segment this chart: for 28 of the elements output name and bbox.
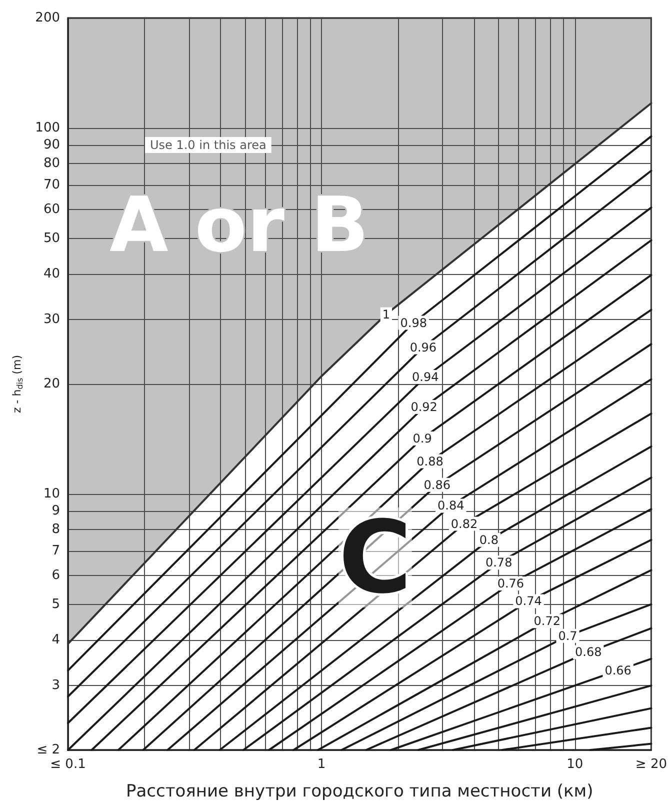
y-tick-label: 60: [43, 202, 60, 217]
y-tick-label: 8: [52, 522, 60, 538]
x-tick-label: ≥ 20: [635, 757, 668, 772]
y-tick-label: 70: [43, 177, 60, 192]
y-tick-label: 3: [52, 678, 60, 694]
y-axis-title: z - hdis (m): [10, 355, 24, 413]
x-tick-label: 10: [566, 757, 584, 772]
x-axis-title: Расстояние внутри городского типа местности (км): [126, 782, 594, 802]
series-label: 1: [382, 307, 390, 322]
y-tick-label: ≤ 2: [36, 742, 60, 758]
x-tick-label: 1: [317, 757, 326, 772]
annotation: C: [338, 499, 412, 616]
y-tick-label: 50: [43, 230, 60, 246]
y-tick-label: 10: [43, 486, 60, 502]
y-tick-label: 100: [35, 120, 60, 136]
y-tick-label: 40: [43, 266, 60, 282]
y-tick-label: 9: [52, 503, 60, 518]
x-tick-label: ≤ 0.1: [50, 757, 86, 772]
y-tick-label: 5: [52, 596, 60, 612]
y-tick-label: 6: [52, 568, 60, 583]
y-tick-label: 20: [43, 376, 60, 392]
y-tick-label: 90: [43, 137, 60, 152]
y-tick-label: 80: [43, 156, 60, 172]
y-tick-label: 7: [52, 543, 60, 558]
y-tick-label: 30: [43, 312, 60, 328]
y-tick-label: 200: [35, 10, 60, 26]
y-tick-label: 4: [52, 632, 60, 648]
annotation: Use 1.0 in this area: [150, 138, 266, 152]
